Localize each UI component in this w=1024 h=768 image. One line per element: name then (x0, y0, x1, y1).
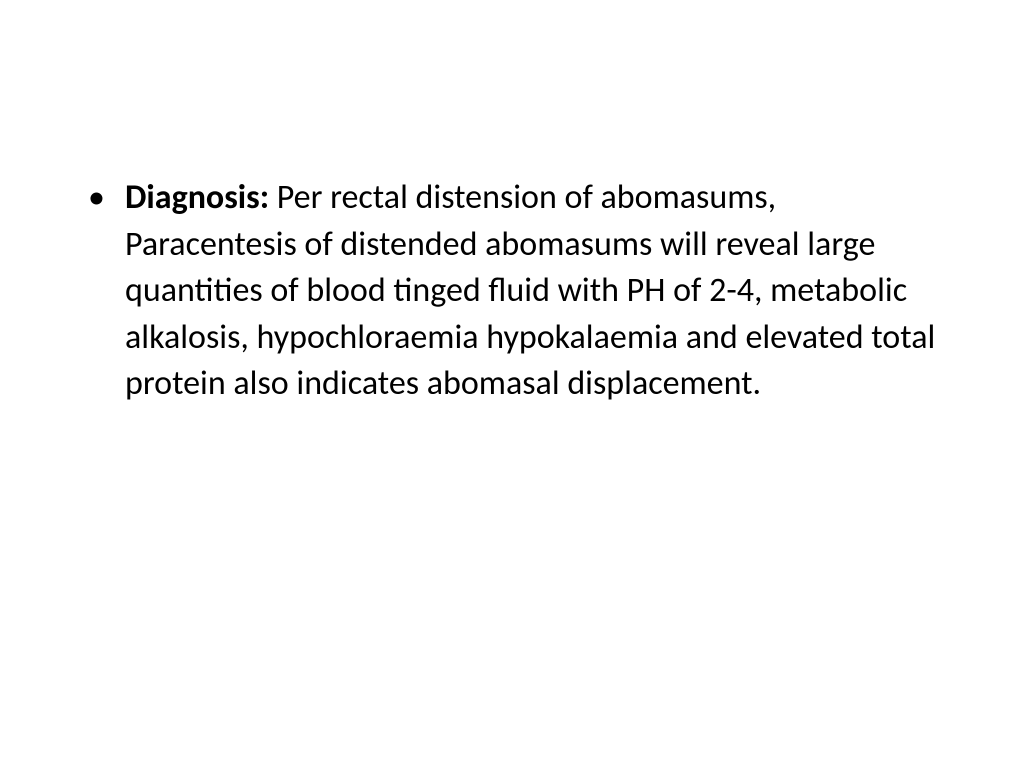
bullet-label: Diagnosis: (125, 177, 269, 218)
bullet-list: Diagnosis: Per rectal distension of abom… (70, 175, 954, 408)
bullet-item: Diagnosis: Per rectal distension of abom… (70, 175, 954, 408)
slide: Diagnosis: Per rectal distension of abom… (0, 0, 1024, 768)
